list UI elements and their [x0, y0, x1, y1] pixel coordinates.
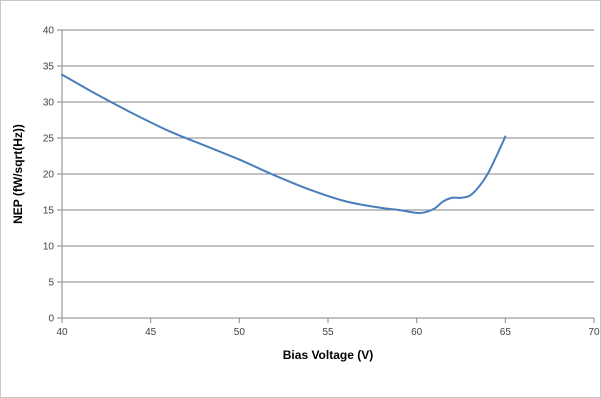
y-tick-labels: 0 5 10 15 20 25 30 35 40 — [43, 26, 55, 325]
series-layer — [61, 73, 507, 215]
y-tick-label-35: 35 — [43, 62, 55, 73]
x-tick-label-70: 70 — [588, 327, 600, 338]
y-tick-label-0: 0 — [48, 314, 54, 325]
x-tick-label-45: 45 — [145, 327, 157, 338]
y-tick-label-15: 15 — [43, 206, 55, 217]
x-tick-label-40: 40 — [56, 327, 68, 338]
x-axis-title: Bias Voltage (V) — [283, 348, 373, 362]
y-tick-label-40: 40 — [43, 26, 55, 37]
y-tick-label-30: 30 — [43, 98, 55, 109]
axes — [57, 29, 595, 323]
gridlines — [62, 29, 594, 283]
y-tick-label-25: 25 — [43, 134, 55, 145]
y-axis-title: NEP (fW/sqrt(Hz)) — [11, 124, 25, 224]
y-tick-label-20: 20 — [43, 170, 55, 181]
x-tick-label-55: 55 — [322, 327, 334, 338]
series-line-0 — [61, 73, 507, 215]
y-tick-label-10: 10 — [43, 242, 55, 253]
x-tick-label-50: 50 — [234, 327, 246, 338]
x-tick-label-60: 60 — [411, 327, 423, 338]
y-tick-label-5: 5 — [48, 278, 54, 289]
x-tick-labels: 40 45 50 55 60 65 70 — [56, 327, 600, 338]
x-tick-label-65: 65 — [500, 327, 512, 338]
